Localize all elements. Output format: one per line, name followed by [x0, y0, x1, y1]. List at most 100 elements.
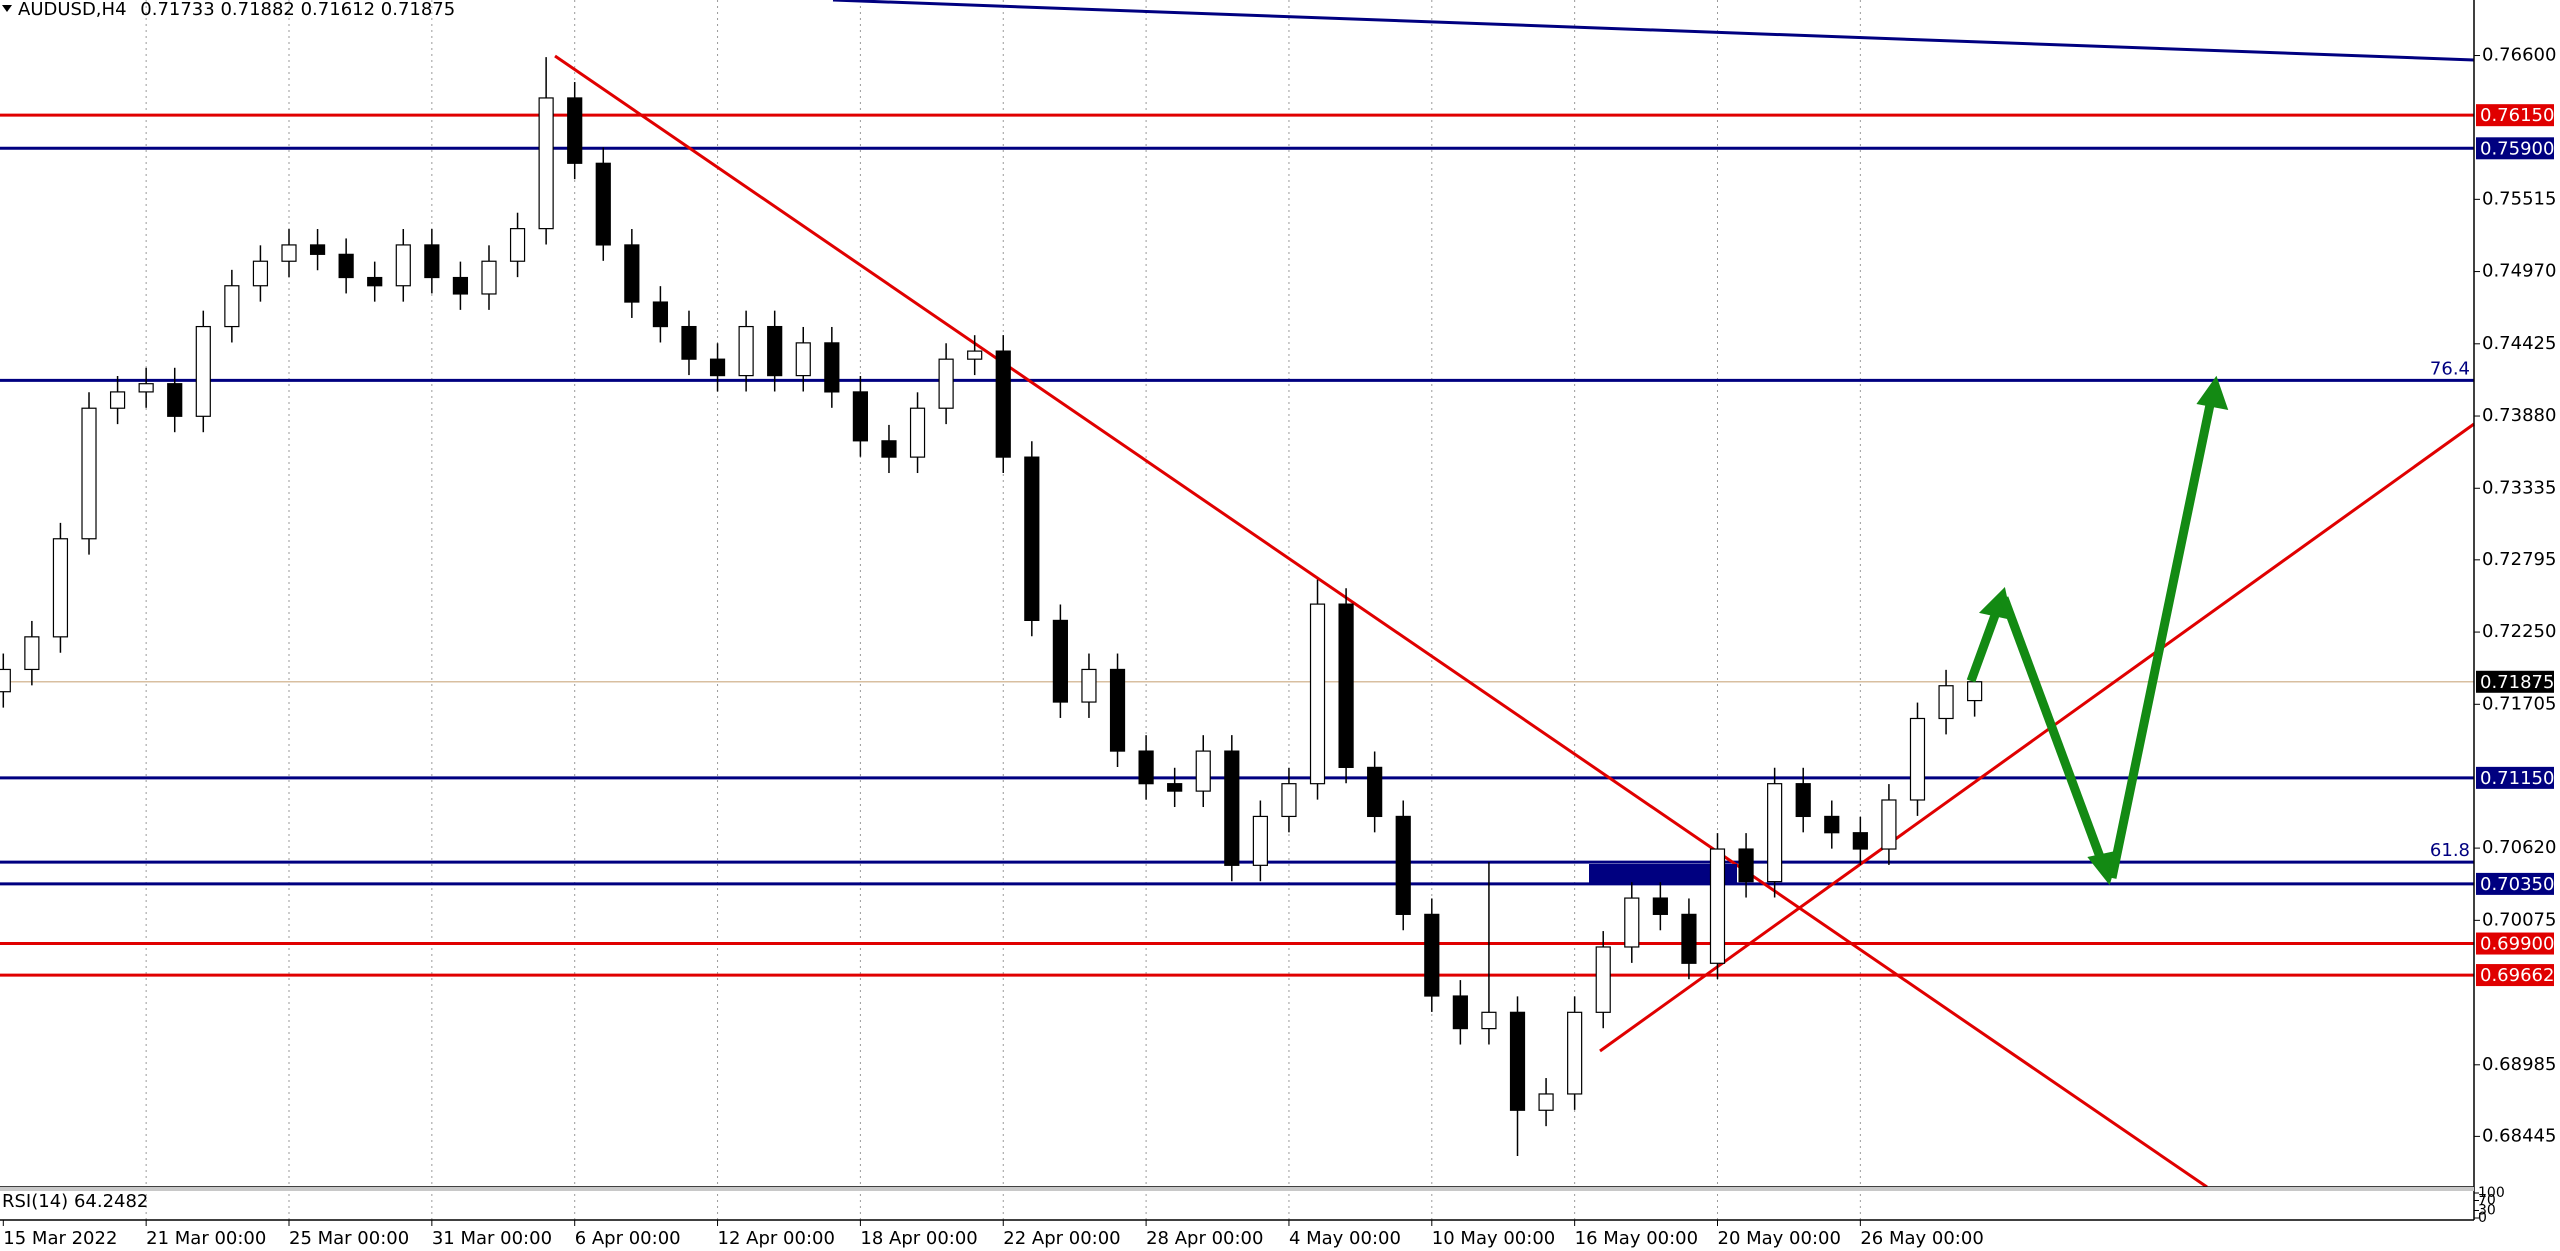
candle-body	[995, 350, 1011, 458]
fib-label: 76.4	[2430, 358, 2470, 379]
candle-body	[309, 244, 326, 255]
candle-body	[1938, 685, 1954, 720]
candle-body	[852, 391, 869, 442]
price-axis: 0.76600 0.75515 0.74970 0.74425 0.73880 0.733…	[2474, 45, 2556, 1146]
fib-label: 61.8	[2430, 840, 2470, 861]
candle-body	[1595, 946, 1611, 1013]
x-tick-label: 28 Apr 00:00	[1146, 1228, 1263, 1249]
candle-body	[1109, 668, 1126, 752]
candle-body	[81, 407, 97, 540]
header-close: 0.71875	[381, 0, 455, 20]
candle-body	[1909, 717, 1926, 801]
header-high: 0.71882	[220, 0, 294, 20]
candle-body	[452, 276, 469, 295]
candle-body	[1624, 897, 1640, 948]
level-label-bg	[2476, 964, 2554, 987]
y-tick-label: 0.71705	[2482, 693, 2556, 714]
candle-body	[1767, 783, 1783, 883]
y-tick-label: 0.68985	[2482, 1054, 2556, 1075]
y-tick-label: 0.72250	[2482, 621, 2556, 642]
current-price-label: 0.71875	[2480, 672, 2554, 693]
candle-body	[167, 383, 183, 417]
level-label: 0.69900	[2480, 934, 2554, 955]
candle-body	[1309, 603, 1326, 785]
candle-body	[1509, 1011, 1526, 1111]
y-tick-label: 0.76600	[2482, 45, 2556, 66]
rsi-tick-label: 100	[2478, 1185, 2505, 1201]
y-tick-label: 0.73335	[2482, 477, 2556, 498]
candle-body	[1852, 832, 1868, 850]
candle-body	[24, 636, 40, 671]
trend-line	[1599, 422, 2475, 1053]
candle-body	[881, 440, 897, 458]
candle-body	[1681, 913, 1697, 964]
candle-body	[1824, 815, 1840, 834]
arrow	[2107, 394, 2217, 879]
candle-body	[1567, 1011, 1583, 1095]
level-label-bg	[2476, 137, 2554, 160]
candle-body	[395, 244, 411, 287]
candle-body	[0, 668, 11, 693]
candle-body	[1967, 681, 1983, 702]
level-label: 0.75900	[2480, 138, 2554, 159]
x-tick-label: 25 Mar 00:00	[289, 1228, 409, 1249]
level-label-bg	[2476, 932, 2554, 955]
arrow-head	[2196, 375, 2229, 410]
y-tick-label: 0.74970	[2482, 261, 2556, 282]
level-label-bg	[2476, 104, 2554, 127]
rsi-name: RSI(14)	[2, 1191, 68, 1212]
candle-body	[109, 391, 126, 409]
zone-box	[1589, 864, 1737, 883]
level-label: 0.71150	[2480, 768, 2554, 789]
x-tick-label: 10 May 00:00	[1432, 1228, 1555, 1249]
candle-body	[481, 260, 497, 295]
candle-body	[1452, 995, 1468, 1030]
level-label-bg	[2476, 872, 2554, 895]
level-label: 0.70350	[2480, 874, 2554, 895]
symbol: AUDUSD,H4	[18, 0, 127, 20]
candle-body	[1881, 799, 1897, 850]
candle-body	[1738, 848, 1754, 883]
candle-body	[1538, 1093, 1554, 1111]
rsi-tick-label: 70	[2478, 1193, 2496, 1209]
candle-body	[281, 244, 297, 262]
x-tick-label: 18 Apr 00:00	[860, 1228, 977, 1249]
candle-body	[1652, 897, 1668, 915]
x-tick-label: 12 Apr 00:00	[718, 1228, 835, 1249]
candle-body	[1024, 456, 1040, 622]
y-tick-label: 0.72795	[2482, 549, 2556, 570]
candle-body	[224, 285, 240, 328]
x-tick-label: 26 May 00:00	[1860, 1228, 1983, 1249]
level-label: 0.69662	[2480, 965, 2554, 986]
rsi-value: 64.2482	[74, 1191, 148, 1212]
candle-body	[195, 325, 211, 417]
arrow	[1999, 596, 2108, 867]
forecast-arrows	[1966, 375, 2229, 886]
candle-body	[624, 244, 640, 303]
candle-body	[681, 325, 697, 360]
drawings	[554, 0, 2475, 1189]
candle-body	[652, 301, 669, 328]
candle-body	[1281, 783, 1297, 818]
arrow	[1966, 605, 2003, 683]
candle-body	[424, 244, 440, 279]
candle-body	[1167, 783, 1183, 792]
candle-body	[509, 228, 526, 262]
candle-body	[738, 325, 754, 377]
y-tick-label: 0.74425	[2482, 333, 2556, 354]
y-tick-label: 0.70620	[2482, 837, 2556, 858]
trend-line	[554, 54, 2208, 1189]
candle-body	[1138, 750, 1154, 785]
x-tick-label: 22 Apr 00:00	[1003, 1228, 1120, 1249]
y-tick-label: 0.73880	[2482, 405, 2556, 426]
candle-body	[1081, 668, 1097, 703]
candle-body	[252, 260, 269, 287]
header-open: 0.71733	[140, 0, 214, 20]
candle-body	[824, 342, 840, 393]
candle-body	[1481, 1011, 1497, 1030]
candle-body	[909, 407, 926, 458]
candle-body	[938, 358, 954, 409]
rsi-tick-label: 30	[2478, 1203, 2496, 1219]
candle-body	[538, 97, 554, 230]
